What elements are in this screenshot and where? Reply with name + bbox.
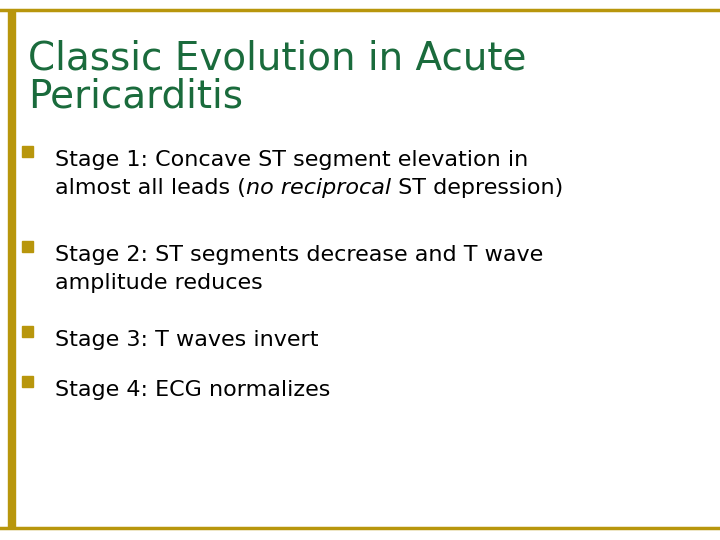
Text: Stage 4: ECG normalizes: Stage 4: ECG normalizes [55,380,330,400]
Text: ST depression): ST depression) [391,178,563,198]
Text: almost all leads (: almost all leads ( [55,178,246,198]
Text: Classic Evolution in Acute: Classic Evolution in Acute [28,40,526,78]
Text: no reciprocal: no reciprocal [246,178,391,198]
Text: Stage 1: Concave ST segment elevation in: Stage 1: Concave ST segment elevation in [55,150,528,170]
Text: amplitude reduces: amplitude reduces [55,273,263,293]
Bar [22,376,33,387]
Bar [22,326,33,337]
Text: Stage 3: T waves invert: Stage 3: T waves invert [55,330,318,350]
Text: Stage 2: ST segments decrease and T wave: Stage 2: ST segments decrease and T wave [55,245,544,265]
Bar [22,146,33,157]
Bar [8,10,15,528]
Text: Pericarditis: Pericarditis [28,78,243,116]
Bar [22,241,33,252]
